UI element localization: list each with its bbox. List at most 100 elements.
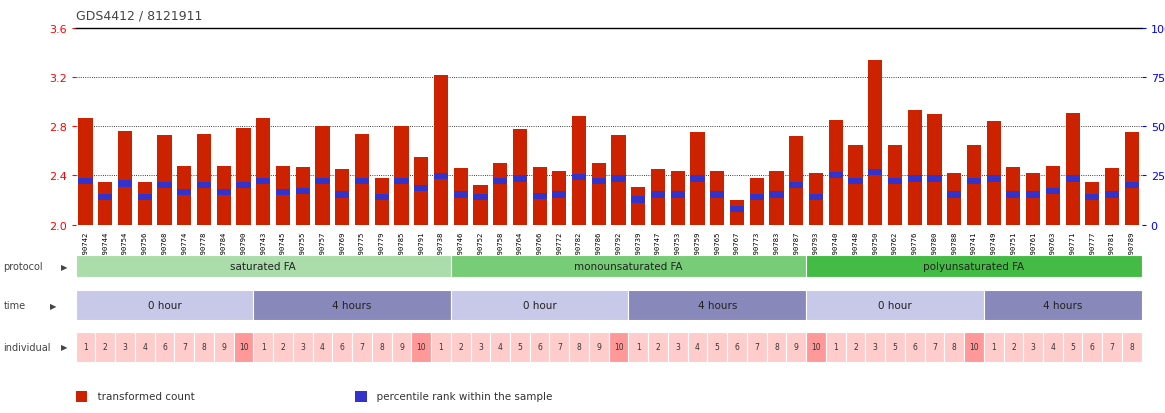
Text: 6: 6	[735, 342, 740, 351]
Bar	[336, 192, 350, 198]
Bar	[273, 332, 292, 362]
Bar	[592, 164, 606, 225]
Bar	[1007, 167, 1021, 225]
Bar	[612, 176, 626, 182]
Bar	[668, 332, 687, 362]
Text: time: time	[3, 301, 26, 311]
Text: 0 hour: 0 hour	[148, 301, 182, 311]
Bar	[513, 129, 527, 225]
Text: 3: 3	[676, 342, 680, 351]
Text: GDS4412 / 8121911: GDS4412 / 8121911	[76, 9, 202, 22]
Bar	[135, 332, 155, 362]
Text: 3: 3	[1031, 342, 1036, 351]
Bar	[532, 167, 546, 225]
Bar	[453, 169, 468, 225]
Text: 6: 6	[340, 342, 345, 351]
Bar	[908, 111, 922, 225]
Bar	[490, 332, 510, 362]
Bar	[1086, 195, 1100, 201]
Bar	[769, 171, 784, 225]
Bar	[1003, 332, 1023, 362]
Bar	[1066, 114, 1080, 225]
Text: 0 hour: 0 hour	[878, 301, 912, 311]
Bar	[1102, 332, 1122, 362]
Bar	[828, 172, 842, 178]
Bar	[451, 332, 471, 362]
Bar	[927, 115, 941, 225]
Bar	[828, 121, 842, 225]
Text: 6: 6	[162, 342, 167, 351]
Bar	[806, 255, 1142, 278]
Text: 4: 4	[142, 342, 147, 351]
Bar	[473, 195, 487, 201]
Bar	[687, 332, 707, 362]
Text: 5: 5	[715, 342, 720, 351]
Bar	[451, 291, 628, 320]
Bar	[471, 332, 490, 362]
Text: 4: 4	[696, 342, 700, 351]
Text: 2: 2	[1011, 342, 1016, 351]
Text: 4: 4	[497, 342, 502, 351]
Text: 4: 4	[1051, 342, 1055, 351]
Bar	[592, 178, 606, 185]
Bar	[1023, 332, 1043, 362]
Text: 6: 6	[537, 342, 542, 351]
Bar	[806, 291, 983, 320]
Text: 9: 9	[793, 342, 799, 351]
Bar	[1026, 173, 1040, 225]
Bar	[510, 332, 530, 362]
Bar	[945, 332, 965, 362]
Bar	[671, 171, 685, 225]
Bar	[137, 195, 151, 201]
Text: 10: 10	[239, 342, 248, 351]
Bar	[809, 173, 824, 225]
Text: 2: 2	[281, 342, 285, 351]
Text: 5: 5	[517, 342, 522, 351]
Bar	[572, 175, 586, 181]
Text: 7: 7	[182, 342, 186, 351]
Bar	[332, 332, 352, 362]
Text: 5: 5	[892, 342, 897, 351]
Text: individual: individual	[3, 342, 51, 352]
Bar	[414, 158, 429, 225]
Bar	[451, 255, 806, 278]
Bar	[749, 178, 764, 225]
Bar	[947, 192, 961, 198]
Bar	[217, 166, 231, 225]
Bar	[375, 195, 389, 201]
Text: 3: 3	[478, 342, 482, 351]
Bar	[769, 192, 784, 198]
Bar	[983, 332, 1003, 362]
Text: 8: 8	[1129, 342, 1135, 351]
Text: 8: 8	[577, 342, 581, 351]
Text: 8: 8	[774, 342, 779, 351]
Bar	[848, 178, 862, 185]
Bar	[115, 332, 135, 362]
Bar	[727, 332, 747, 362]
Bar	[177, 166, 191, 225]
Bar	[691, 133, 705, 225]
Bar	[96, 332, 115, 362]
Text: 5: 5	[1071, 342, 1075, 351]
Text: 10: 10	[969, 342, 979, 351]
Text: 7: 7	[360, 342, 365, 351]
Bar	[1007, 192, 1021, 198]
Bar	[707, 332, 727, 362]
Text: 7: 7	[754, 342, 760, 351]
Bar	[433, 173, 449, 180]
Text: 1: 1	[636, 342, 641, 351]
Bar	[908, 176, 922, 182]
Bar	[983, 291, 1142, 320]
Bar	[256, 119, 270, 225]
Bar	[888, 145, 902, 225]
Bar	[137, 182, 151, 225]
Text: ▶: ▶	[61, 262, 68, 271]
Bar	[868, 170, 882, 176]
Bar	[394, 127, 409, 225]
Bar	[609, 332, 628, 362]
Bar	[888, 178, 902, 185]
Bar	[789, 137, 804, 225]
Bar	[256, 178, 270, 185]
Bar	[868, 61, 882, 225]
Bar	[431, 332, 451, 362]
